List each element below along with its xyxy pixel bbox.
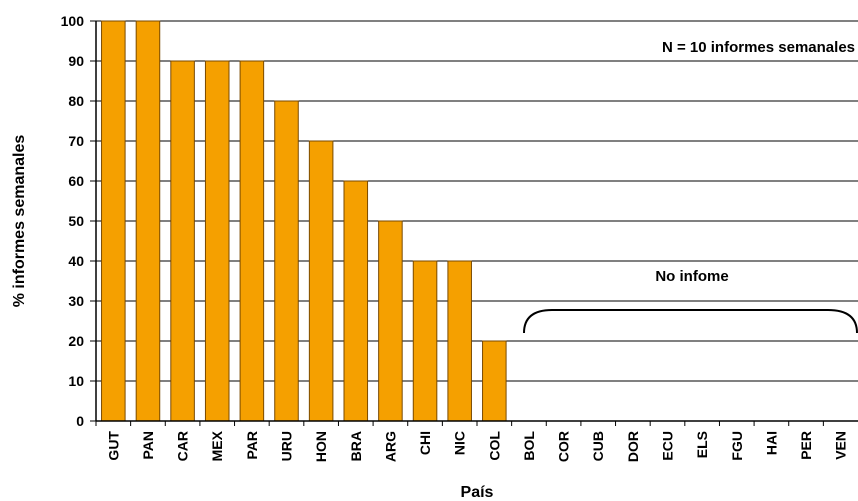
y-tick-label: 10 — [68, 373, 84, 389]
y-tick-label: 40 — [68, 253, 84, 269]
y-tick-label: 90 — [68, 53, 84, 69]
x-tick-label: COR — [556, 431, 572, 462]
x-tick-label: MEX — [209, 430, 225, 461]
x-tick-label: VEN — [833, 431, 849, 460]
x-tick-label: ELS — [694, 431, 710, 458]
axes — [90, 20, 858, 426]
bar-hon — [308, 140, 334, 422]
y-tick-label: 20 — [68, 333, 84, 349]
y-tick-label: 0 — [76, 413, 84, 429]
bar-pan — [135, 20, 161, 422]
x-tick-labels: GUT PAN CAR MEX PAR URU HON BRA ARG CHI NIC COL BOL C… — [105, 430, 848, 462]
x-axis-title: País — [461, 484, 494, 501]
bar-arg — [378, 220, 403, 422]
x-tick-label: DOR — [625, 431, 641, 462]
x-tick-label: PAR — [244, 431, 260, 460]
bar-mex — [204, 60, 230, 422]
bar-gut — [101, 20, 126, 422]
x-tick-label: URU — [279, 431, 295, 461]
bars — [101, 20, 507, 422]
bar-chi — [412, 260, 438, 422]
y-tick-label: 70 — [68, 133, 84, 149]
x-tick-label: BRA — [348, 431, 364, 461]
n-reports-annotation: N = 10 informes semanales — [662, 39, 855, 56]
x-tick-label: NIC — [452, 431, 468, 455]
x-tick-label: ARG — [382, 431, 398, 462]
y-axis-title: % informes semanales — [11, 135, 28, 308]
y-tick-label: 60 — [68, 173, 84, 189]
bar-car — [170, 60, 195, 422]
bar-uru — [274, 100, 299, 422]
x-tick-label: ECU — [660, 431, 676, 461]
y-tick-label: 50 — [68, 213, 84, 229]
bar-par — [239, 60, 265, 422]
bar-nic — [447, 260, 472, 422]
y-tick-label: 30 — [68, 293, 84, 309]
bar-bra — [343, 180, 369, 422]
y-tick-label: 80 — [68, 93, 84, 109]
x-tick-label: PAN — [140, 431, 156, 460]
x-tick-label: CHI — [417, 431, 433, 455]
no-report-annotation: No infome — [655, 268, 728, 285]
x-tick-label: BOL — [521, 431, 537, 461]
no-report-bracket — [523, 309, 858, 334]
x-tick-label: GUT — [105, 431, 121, 461]
bar-col — [482, 340, 507, 422]
y-tick-label: 100 — [61, 13, 85, 29]
x-tick-label: CAR — [175, 431, 191, 461]
x-tick-label: PER — [798, 431, 814, 460]
x-tick-label: CUB — [590, 431, 606, 461]
x-tick-label: COL — [486, 431, 502, 461]
y-tick-labels: 0 10 20 30 40 50 60 70 80 90 100 — [61, 13, 85, 429]
x-tick-label: FGU — [729, 431, 745, 461]
x-tick-label: HON — [313, 431, 329, 462]
x-tick-label: HAI — [763, 431, 779, 455]
